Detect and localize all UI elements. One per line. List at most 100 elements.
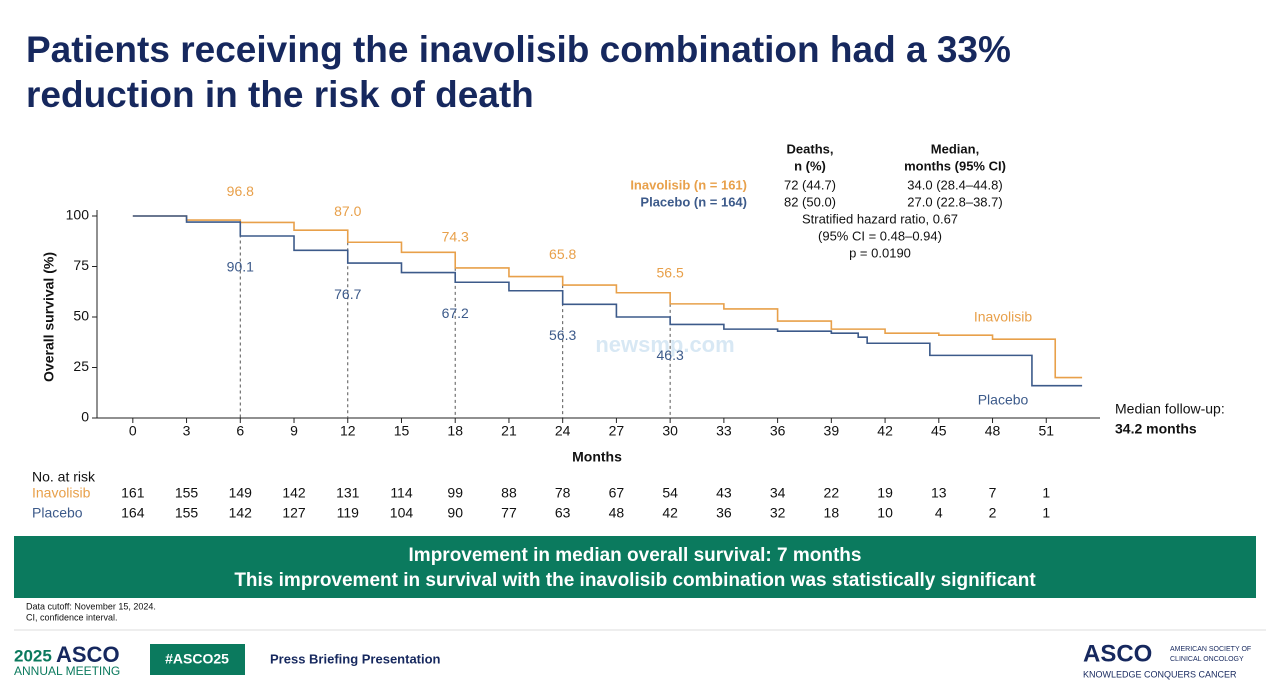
risk-value: 127 [282, 505, 306, 521]
risk-value: 34 [770, 485, 786, 501]
title-line: Patients receiving the inavolisib combin… [26, 29, 1011, 70]
risk-value: 2 [989, 505, 997, 521]
x-tick-label: 18 [447, 423, 463, 439]
risk-value: 7 [989, 485, 997, 501]
risk-value: 114 [390, 485, 413, 501]
hashtag: #ASCO25 [165, 651, 229, 667]
footer-caption: Press Briefing Presentation [270, 651, 441, 666]
x-tick-label: 3 [183, 423, 191, 439]
risk-value: 119 [337, 505, 360, 521]
x-tick-label: 6 [236, 423, 244, 439]
risk-value: 22 [824, 485, 840, 501]
risk-value: 32 [770, 505, 786, 521]
banner-text: This improvement in survival with the in… [234, 570, 1036, 591]
follow-up: 34.2 months [1115, 421, 1197, 437]
follow-up: Median follow-up: [1115, 401, 1225, 417]
stats-deaths: 72 (44.7) [784, 177, 836, 192]
stats-median: 27.0 (22.8–38.7) [907, 194, 1002, 209]
risk-value: 131 [336, 485, 360, 501]
hazard: (95% CI = 0.48–0.94) [818, 228, 942, 243]
risk-value: 155 [175, 485, 199, 501]
risk-value: 142 [229, 505, 253, 521]
risk-value: 54 [662, 485, 678, 501]
risk-value: 36 [716, 505, 732, 521]
landmark-label: 67.2 [442, 305, 469, 321]
risk-value: 99 [447, 485, 463, 501]
survival-curve [132, 215, 1083, 387]
landmark-label: 74.3 [442, 229, 469, 245]
x-axis-label: Months [572, 449, 622, 465]
risk-value: 42 [662, 505, 678, 521]
risk-value: 88 [501, 485, 517, 501]
risk-value: 67 [609, 485, 625, 501]
footer-year: 2025 [14, 646, 52, 665]
footnote: Data cutoff: November 15, 2024. [26, 601, 156, 611]
stats-label: Placebo (n = 164) [640, 194, 747, 209]
y-tick-label: 25 [73, 358, 89, 374]
risk-value: 149 [229, 485, 253, 501]
series-label: Placebo [978, 392, 1029, 408]
x-tick-label: 9 [290, 423, 298, 439]
footer-meeting: ANNUAL MEETING [14, 664, 120, 678]
x-tick-label: 0 [129, 423, 137, 439]
x-tick-label: 27 [609, 423, 625, 439]
logo: ASCO [1083, 640, 1152, 667]
stats-header: Deaths, [787, 141, 834, 156]
slogan: KNOWLEDGE CONQUERS CANCER [1083, 669, 1237, 679]
landmark-label: 56.3 [549, 327, 576, 343]
risk-name: Inavolisib [32, 485, 91, 501]
risk-value: 142 [282, 485, 306, 501]
stats-header: n (%) [794, 158, 826, 173]
society: CLINICAL ONCOLOGY [1170, 656, 1244, 663]
risk-value: 19 [877, 485, 893, 501]
risk-value: 43 [716, 485, 732, 501]
y-axis-label: Overall survival (%) [41, 252, 57, 382]
x-tick-label: 33 [716, 423, 732, 439]
stats-header: Median, [931, 141, 979, 156]
risk-value: 4 [935, 505, 943, 521]
survival-curve [132, 215, 1083, 379]
series-label: Inavolisib [974, 309, 1033, 325]
x-tick-label: 51 [1038, 423, 1054, 439]
watermark: newsmp.com [595, 332, 734, 357]
risk-value: 164 [121, 505, 145, 521]
stats-header: months (95% CI) [904, 158, 1006, 173]
risk-value: 1 [1042, 485, 1050, 501]
x-tick-label: 48 [985, 423, 1001, 439]
footer-brand: ASCO [56, 642, 120, 667]
risk-value: 78 [555, 485, 571, 501]
risk-value: 48 [609, 505, 625, 521]
x-tick-label: 12 [340, 423, 356, 439]
banner [14, 536, 1256, 598]
risk-value: 18 [824, 505, 840, 521]
banner-text: Improvement in median overall survival: … [409, 545, 862, 566]
risk-value: 13 [931, 485, 947, 501]
risk-value: 90 [447, 505, 463, 521]
risk-value: 10 [877, 505, 893, 521]
stats-deaths: 82 (50.0) [784, 194, 836, 209]
x-tick-label: 36 [770, 423, 786, 439]
landmark-label: 87.0 [334, 203, 361, 219]
y-tick-label: 75 [73, 257, 89, 273]
hashtag-box [150, 644, 245, 675]
risk-value: 104 [390, 505, 414, 521]
society: AMERICAN SOCIETY OF [1170, 646, 1251, 653]
y-tick-label: 0 [81, 409, 89, 425]
stats-median: 34.0 (28.4–44.8) [907, 177, 1002, 192]
risk-value: 155 [175, 505, 199, 521]
x-tick-label: 39 [824, 423, 840, 439]
footnote: CI, confidence interval. [26, 612, 118, 622]
risk-value: 77 [501, 505, 517, 521]
y-tick-label: 100 [66, 207, 90, 223]
x-tick-label: 24 [555, 423, 571, 439]
landmark-label: 96.8 [227, 183, 254, 199]
y-tick-label: 50 [73, 308, 89, 324]
risk-value: 1 [1042, 505, 1050, 521]
hazard: p = 0.0190 [849, 245, 911, 260]
x-tick-label: 15 [394, 423, 410, 439]
risk-value: 63 [555, 505, 571, 521]
title-line: reduction in the risk of death [26, 74, 534, 115]
stats-label: Inavolisib (n = 161) [630, 177, 747, 192]
risk-title: No. at risk [32, 469, 96, 485]
